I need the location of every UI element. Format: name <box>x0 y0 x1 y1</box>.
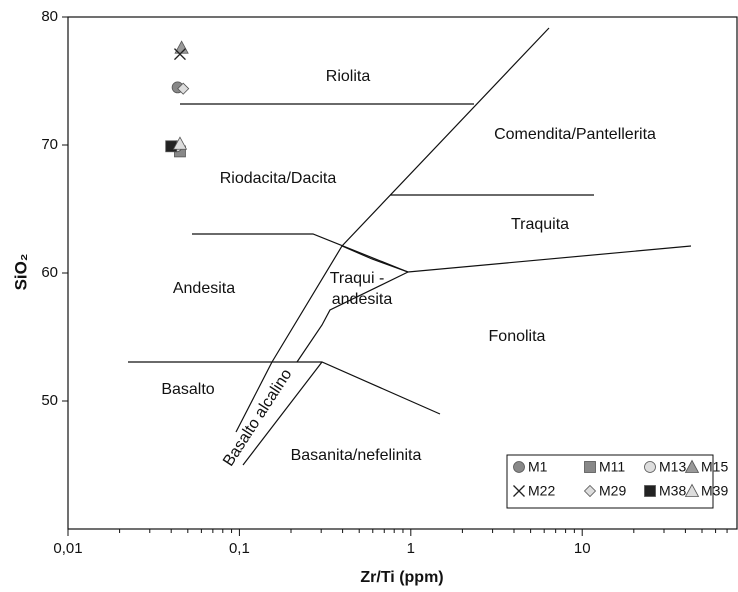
data-point <box>174 48 186 61</box>
field-label: andesita <box>332 291 393 308</box>
field-label: Basalto alcalino <box>220 366 295 469</box>
field-label: Andesita <box>173 280 235 297</box>
data-point <box>177 82 190 95</box>
legend-label: M38 <box>659 483 686 499</box>
y-tick-label: 50 <box>41 392 58 409</box>
x-tick-label: 10 <box>574 540 591 557</box>
legend-label: M29 <box>599 483 626 499</box>
legend-label: M1 <box>528 459 548 475</box>
legend-marker <box>513 461 525 473</box>
field-label: Traqui - <box>330 270 385 287</box>
field-label: Riolita <box>326 68 371 85</box>
legend-box <box>506 454 714 509</box>
y-axis-label: SiO₂ <box>11 254 30 291</box>
y-tick-label: 80 <box>41 8 58 25</box>
y-tick-label: 60 <box>41 264 58 281</box>
legend-label: M15 <box>701 459 728 475</box>
legend-marker <box>513 485 525 497</box>
field-label: Riodacita/Dacita <box>220 170 337 187</box>
legend-marker <box>644 461 656 473</box>
field-label: Basalto <box>161 381 214 398</box>
field-label: Basanita/nefelinita <box>291 447 422 464</box>
legend-label: M13 <box>659 459 686 475</box>
x-axis-label: Zr/Ti (ppm) <box>360 569 443 586</box>
legend-label: M39 <box>701 483 728 499</box>
legend-label: M11 <box>599 459 625 475</box>
legend-marker <box>644 485 656 497</box>
legend-marker <box>684 483 700 497</box>
field-boundaries <box>128 27 692 466</box>
x-tick-label: 1 <box>407 540 415 557</box>
legend-marker <box>584 461 596 473</box>
legend-marker <box>684 459 700 473</box>
field-label: Comendita/Pantellerita <box>494 126 656 143</box>
y-tick-label: 70 <box>41 136 58 153</box>
field-label: Traquita <box>511 216 569 233</box>
data-point <box>172 136 188 150</box>
x-tick-label: 0,1 <box>229 540 250 557</box>
x-tick-label: 0,01 <box>53 540 82 557</box>
legend-label: M22 <box>528 483 555 499</box>
legend-marker <box>583 484 597 498</box>
field-label: Fonolita <box>489 328 546 345</box>
